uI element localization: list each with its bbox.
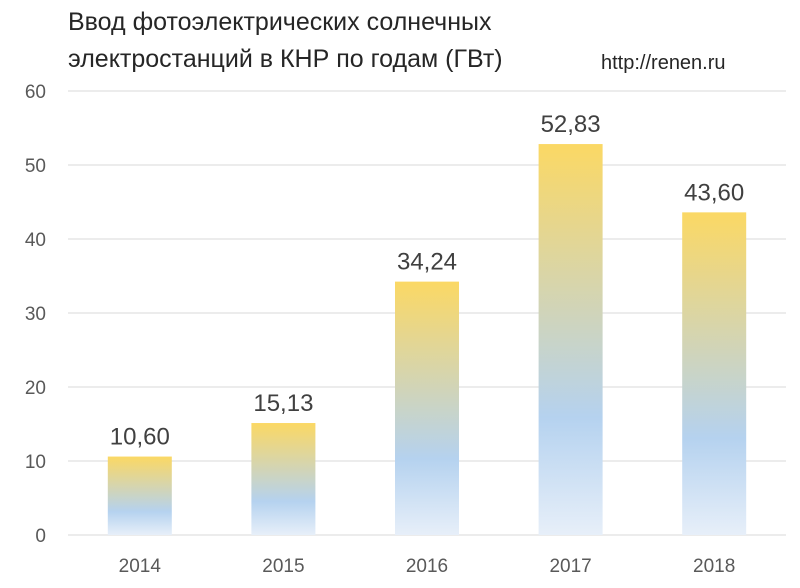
bar-2014: [107, 456, 172, 535]
bars: [107, 144, 747, 536]
y-tick-label: 20: [25, 378, 46, 399]
x-axis-ticks: 2014 2015 2016 2017 2018: [119, 556, 736, 577]
data-label-2018: 43,60: [684, 179, 744, 206]
data-label-2015: 15,13: [253, 390, 313, 417]
y-axis-ticks: 0 10 20 30 40 50 60: [25, 82, 46, 547]
x-tick-label-2014: 2014: [119, 556, 162, 577]
y-tick-label: 60: [25, 82, 46, 103]
source-url: http://renen.ru: [601, 52, 726, 74]
data-labels: 10,60 15,13 34,24 52,83 43,60: [110, 111, 744, 451]
data-label-2017: 52,83: [541, 111, 601, 138]
y-tick-label: 0: [35, 526, 46, 547]
bar-2015: [251, 423, 316, 535]
data-label-2016: 34,24: [397, 249, 457, 276]
bar-2016: [395, 281, 459, 535]
bar-2018: [682, 212, 747, 536]
x-tick-label-2015: 2015: [262, 556, 304, 577]
bar-2017: [538, 144, 603, 536]
chart-title-line-1: Ввод фотоэлектрических солнечных: [68, 8, 492, 36]
x-tick-label-2016: 2016: [406, 556, 448, 577]
chart-title-line-2: электростанций в КНР по годам (ГВт): [68, 45, 503, 73]
y-tick-label: 30: [25, 304, 46, 325]
x-tick-label-2017: 2017: [549, 556, 591, 577]
y-tick-label: 10: [25, 452, 46, 473]
y-tick-label: 40: [25, 230, 46, 251]
y-tick-label: 50: [25, 156, 46, 177]
data-label-2014: 10,60: [110, 424, 170, 451]
x-tick-label-2018: 2018: [693, 556, 735, 577]
